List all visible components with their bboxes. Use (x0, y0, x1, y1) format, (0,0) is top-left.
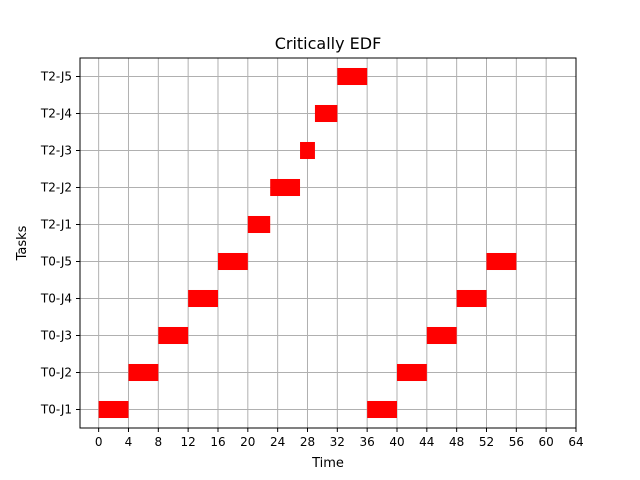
x-tick-label: 0 (95, 435, 103, 449)
task-bar-t0-j3 (158, 326, 189, 345)
task-bar-t0-j1 (367, 400, 397, 419)
task-bar-t2-j5 (337, 67, 368, 86)
task-bar-t0-j4 (188, 289, 218, 308)
x-axis-label: Time (311, 456, 344, 471)
x-tick-label: 36 (360, 435, 375, 449)
task-bar-t2-j4 (314, 104, 338, 123)
y-tick-label: T0-J5 (40, 255, 72, 269)
x-tick-label: 12 (181, 435, 196, 449)
x-tick-label: 40 (389, 435, 404, 449)
task-bar-t0-j4 (456, 289, 487, 308)
task-bar-t0-j5 (486, 252, 517, 271)
x-tick-label: 24 (270, 435, 285, 449)
x-tick-label: 56 (509, 435, 524, 449)
x-tick-label: 64 (568, 435, 583, 449)
task-bar-t0-j3 (426, 326, 457, 345)
task-bar-t2-j2 (270, 178, 301, 197)
x-tick-label: 20 (240, 435, 255, 449)
task-bar-t0-j5 (217, 252, 248, 271)
task-bar-t2-j1 (247, 215, 271, 234)
y-tick-label: T2-J2 (40, 181, 72, 195)
task-bar-t0-j2 (128, 363, 159, 382)
x-tick-label: 32 (330, 435, 345, 449)
x-tick-label: 44 (419, 435, 434, 449)
task-bars (98, 67, 517, 419)
task-bar-t0-j1 (98, 400, 129, 419)
task-bar-t2-j3 (300, 141, 315, 160)
x-tick-label: 4 (125, 435, 133, 449)
y-tick-label: T0-J3 (40, 329, 72, 343)
x-tick-label: 52 (479, 435, 494, 449)
plot-frame (79, 57, 577, 429)
task-bar-t0-j2 (396, 363, 427, 382)
y-tick-label: T2-J5 (40, 70, 72, 84)
y-tick-label: T2-J1 (40, 218, 72, 232)
y-tick-label: T0-J4 (40, 292, 72, 306)
y-tick-label: T0-J2 (40, 366, 72, 380)
x-tick-label: 28 (300, 435, 315, 449)
x-tick-label: 8 (154, 435, 162, 449)
y-tick-label: T0-J1 (40, 403, 72, 417)
x-tick-label: 60 (539, 435, 554, 449)
x-axis-ticks: 0 4 8 12 16 20 24 28 32 36 40 44 48 52 56 60 64 (95, 428, 584, 449)
y-tick-label: T2-J3 (40, 144, 72, 158)
x-tick-label: 16 (210, 435, 225, 449)
y-tick-label: T2-J4 (40, 107, 72, 121)
y-axis-label: Tasks (15, 225, 30, 261)
x-tick-label: 48 (449, 435, 464, 449)
y-axis-ticks: T0-J1 T0-J2 T0-J3 T0-J4 T0-J5 T2-J1 T2-J2 T2-J3… (40, 70, 80, 417)
chart-title: Critically EDF (275, 34, 382, 53)
